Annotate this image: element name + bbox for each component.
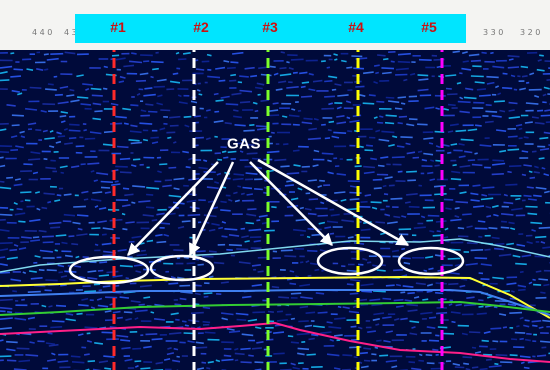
ruler-label: 3 3 0 [483,28,504,37]
horizon-lines [0,238,550,363]
gas-label: GAS [226,135,262,153]
gas-arrow-2 [188,161,235,257]
well-label-1: #1 [110,19,126,35]
gas-ellipse-4 [397,246,465,276]
gas-anomalies [68,246,465,285]
reflection-stroke [0,50,550,370]
gas-ellipse-2 [149,254,215,282]
ruler-label: 4 4 0 [32,28,53,37]
gas-ellipse-1 [68,255,150,285]
reflection-stroke [0,51,550,370]
well-lines [112,50,444,370]
gas-arrow-3 [249,161,333,246]
horizon-magenta [0,321,550,363]
gas-arrow-1 [127,161,219,256]
well-label-3: #3 [262,19,278,35]
reflection-stroke [0,51,550,370]
seismic-reflections [0,50,550,370]
ruler-label: 3 2 0 [520,28,541,37]
well-label-2: #2 [193,19,209,35]
seismic-section [0,50,550,370]
reflection-stroke [0,51,550,370]
horizon-green [0,300,550,316]
horizon-yellow [0,275,550,319]
gas-ellipse-3 [316,246,384,276]
well-label-4: #4 [348,19,364,35]
gas-arrows [127,158,410,257]
well-label-5: #5 [421,19,437,35]
gas-arrow-4 [257,158,410,247]
horizon-blue [0,289,550,316]
ruler-label: 4 3 [64,28,77,37]
well-label-banner [75,14,466,43]
